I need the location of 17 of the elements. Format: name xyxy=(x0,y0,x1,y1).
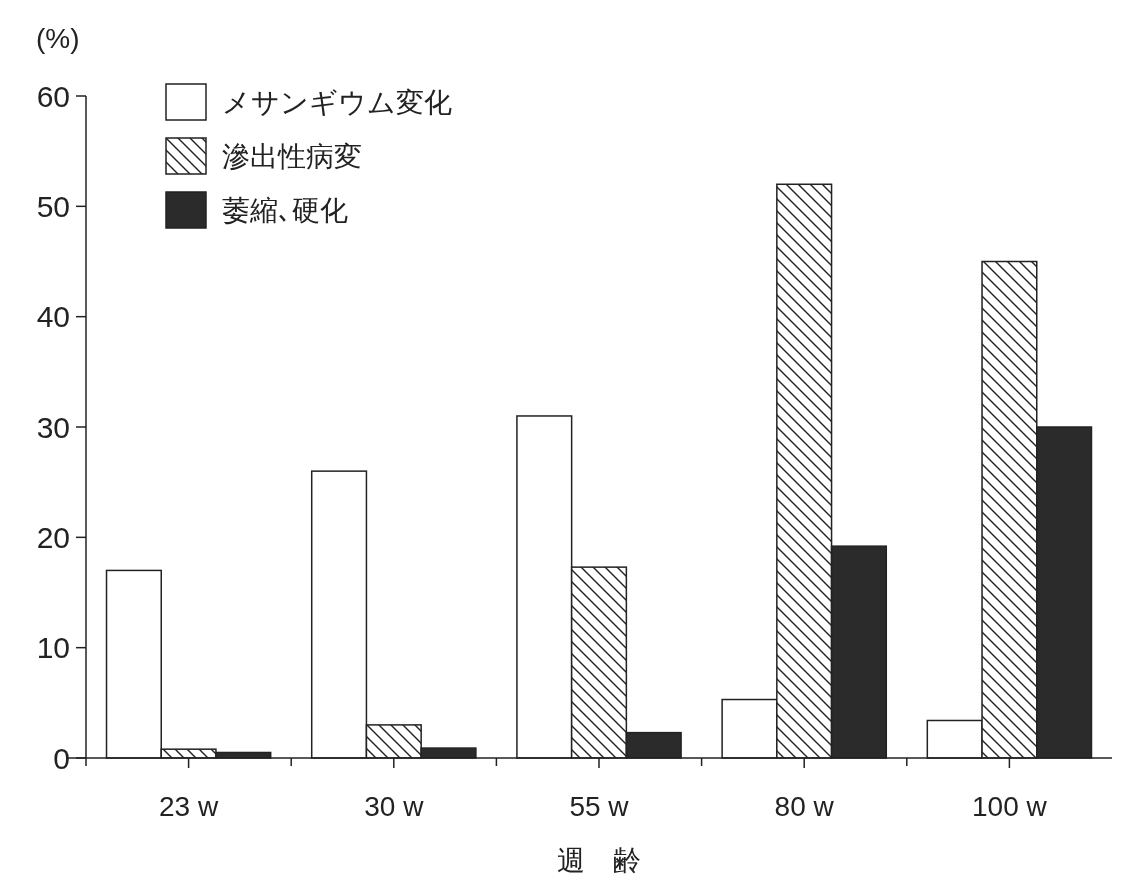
x-tick-label: 30 w xyxy=(364,791,425,822)
y-tick-label: 20 xyxy=(36,520,70,554)
x-tick-label: 23 w xyxy=(159,791,219,822)
legend-label: メサンギウム変化 xyxy=(222,86,452,118)
y-tick-label: 50 xyxy=(36,189,70,223)
y-tick-label: 30 xyxy=(36,410,70,444)
legend-label: 萎縮､硬化 xyxy=(222,194,348,226)
y-tick-label: 40 xyxy=(36,300,70,334)
x-tick-label: 100 w xyxy=(972,791,1048,822)
legend-label: 滲出性病変 xyxy=(222,140,362,172)
x-axis-title: 週 齢 xyxy=(557,845,641,876)
x-tick-label: 55 w xyxy=(569,791,630,822)
y-axis-title: (%) xyxy=(36,23,80,54)
x-tick-label: 80 w xyxy=(774,791,835,822)
y-tick-label: 0 xyxy=(53,741,70,775)
y-tick-label: 10 xyxy=(36,631,70,665)
y-tick-label: 60 xyxy=(36,79,70,113)
